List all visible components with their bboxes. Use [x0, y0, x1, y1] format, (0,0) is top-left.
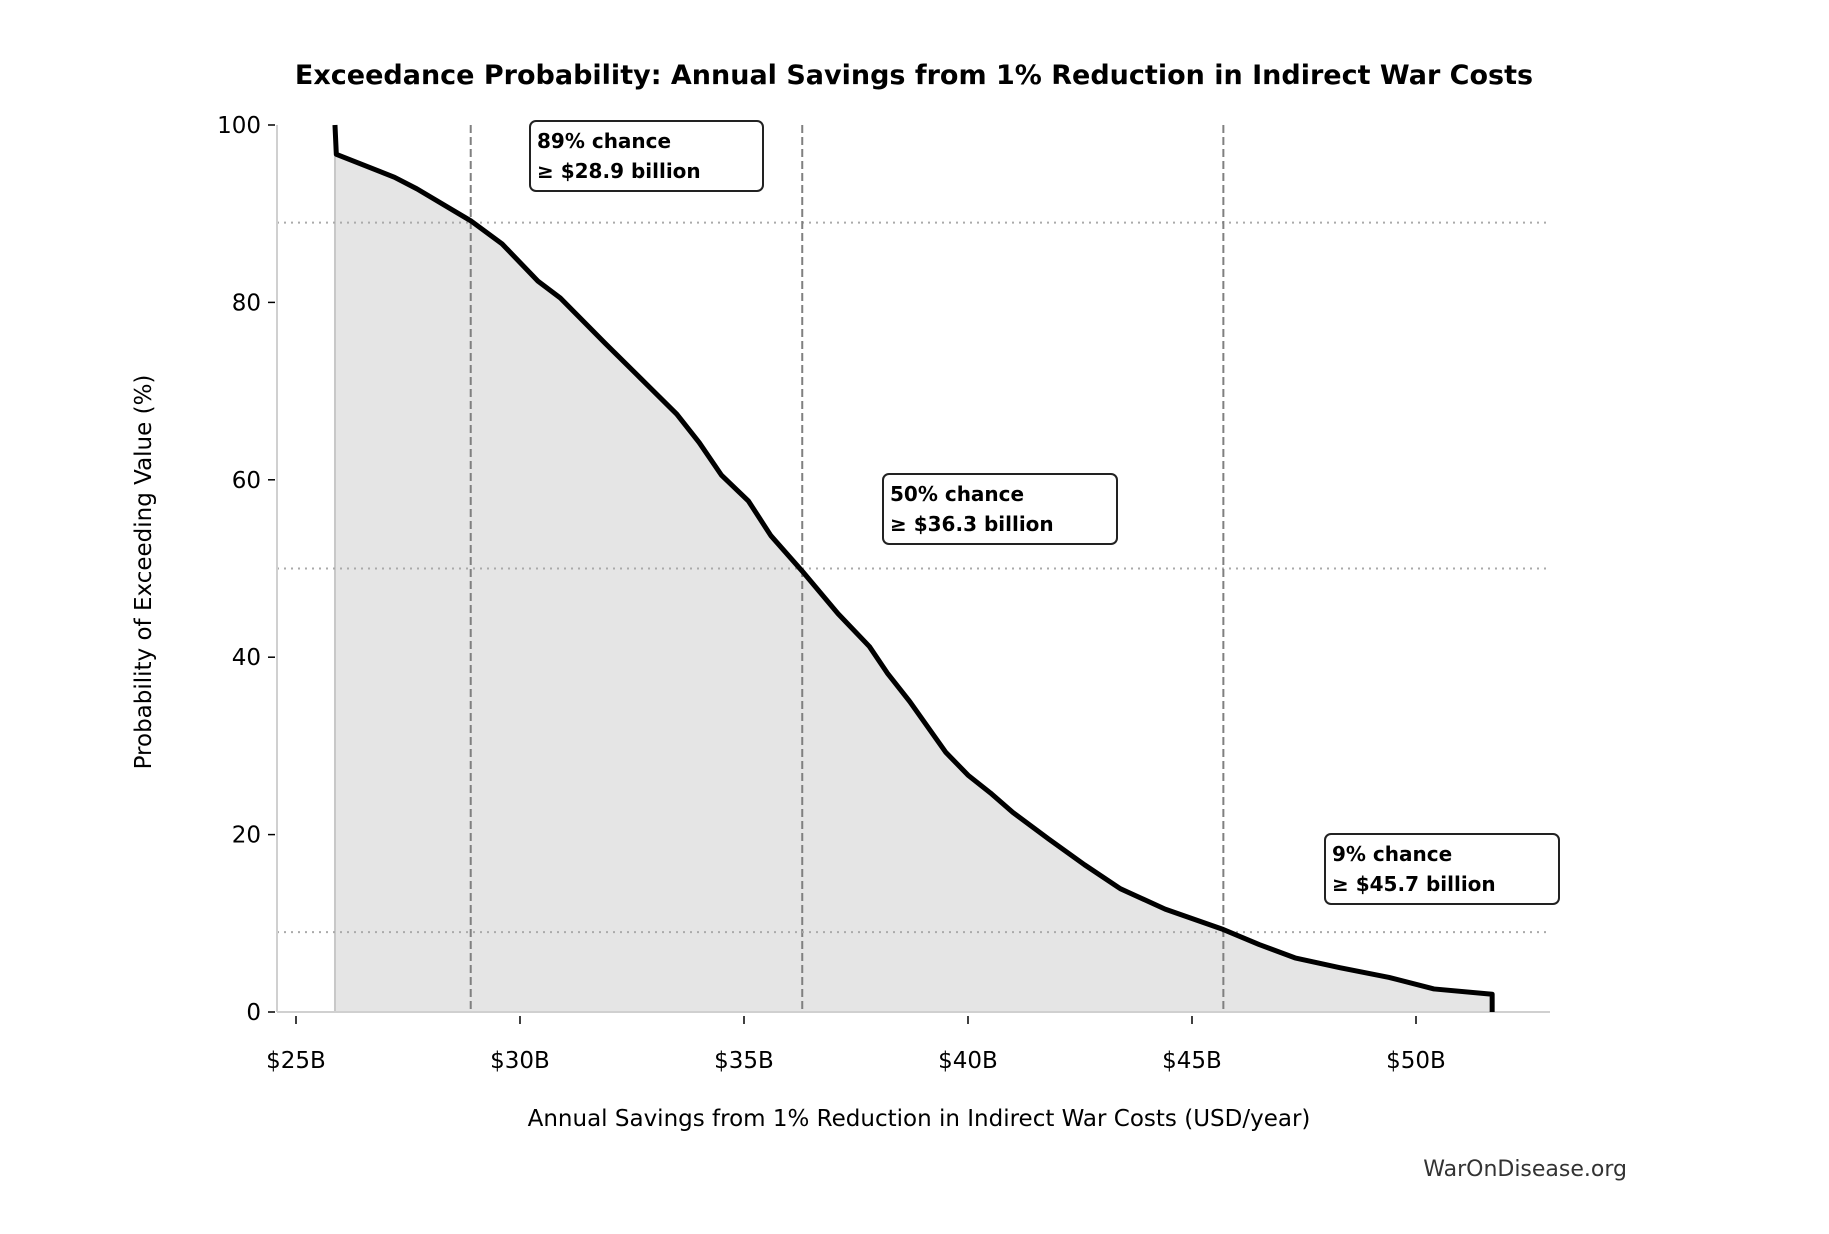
- annotation-box: [529, 120, 764, 192]
- x-tick-label: $40B: [938, 1048, 998, 1074]
- plot-area: 0 20 40 60 80 100 $25B $30B $35B $40B $45B $50B: [217, 113, 1550, 1074]
- watermark: WarOnDisease.org: [1423, 1157, 1627, 1182]
- y-tick-label: 100: [217, 113, 261, 139]
- exceedance-area: [334, 125, 1493, 1012]
- annotation-line2: ≥ $36.3 billion: [890, 512, 1054, 536]
- annotation-line1: 9% chance: [1332, 842, 1452, 866]
- y-tick-label: 0: [246, 1000, 261, 1026]
- y-tick-label: 40: [232, 645, 261, 671]
- x-tick-label: $25B: [266, 1048, 326, 1074]
- y-tick-label: 20: [232, 823, 261, 849]
- x-tick-label: $35B: [714, 1048, 774, 1074]
- annotation-box: [1324, 833, 1560, 905]
- annotation-box: [882, 473, 1118, 545]
- annotation-line2: ≥ $28.9 billion: [537, 159, 701, 183]
- annotation-line1: 89% chance: [537, 129, 671, 153]
- x-tick-label: $50B: [1386, 1048, 1446, 1074]
- y-tick-label: 60: [232, 468, 261, 494]
- annotation-50: 50% chance ≥ $36.3 billion: [882, 473, 1118, 545]
- x-tick-label: $45B: [1162, 1048, 1222, 1074]
- x-axis-label: Annual Savings from 1% Reduction in Indi…: [528, 1106, 1311, 1132]
- chart-title: Exceedance Probability: Annual Savings f…: [295, 60, 1533, 91]
- annotation-89: 89% chance ≥ $28.9 billion: [529, 120, 764, 192]
- exceedance-curve: [332, 124, 1495, 1012]
- y-axis-label: Probability of Exceeding Value (%): [131, 375, 157, 770]
- annotation-line2: ≥ $45.7 billion: [1332, 872, 1496, 896]
- annotations: 89% chance ≥ $28.9 billion 50% chance ≥ …: [529, 120, 1560, 905]
- annotation-9: 9% chance ≥ $45.7 billion: [1324, 833, 1560, 905]
- y-tick-label: 80: [232, 290, 261, 316]
- x-tick-label: $30B: [490, 1048, 550, 1074]
- annotation-line1: 50% chance: [890, 482, 1024, 506]
